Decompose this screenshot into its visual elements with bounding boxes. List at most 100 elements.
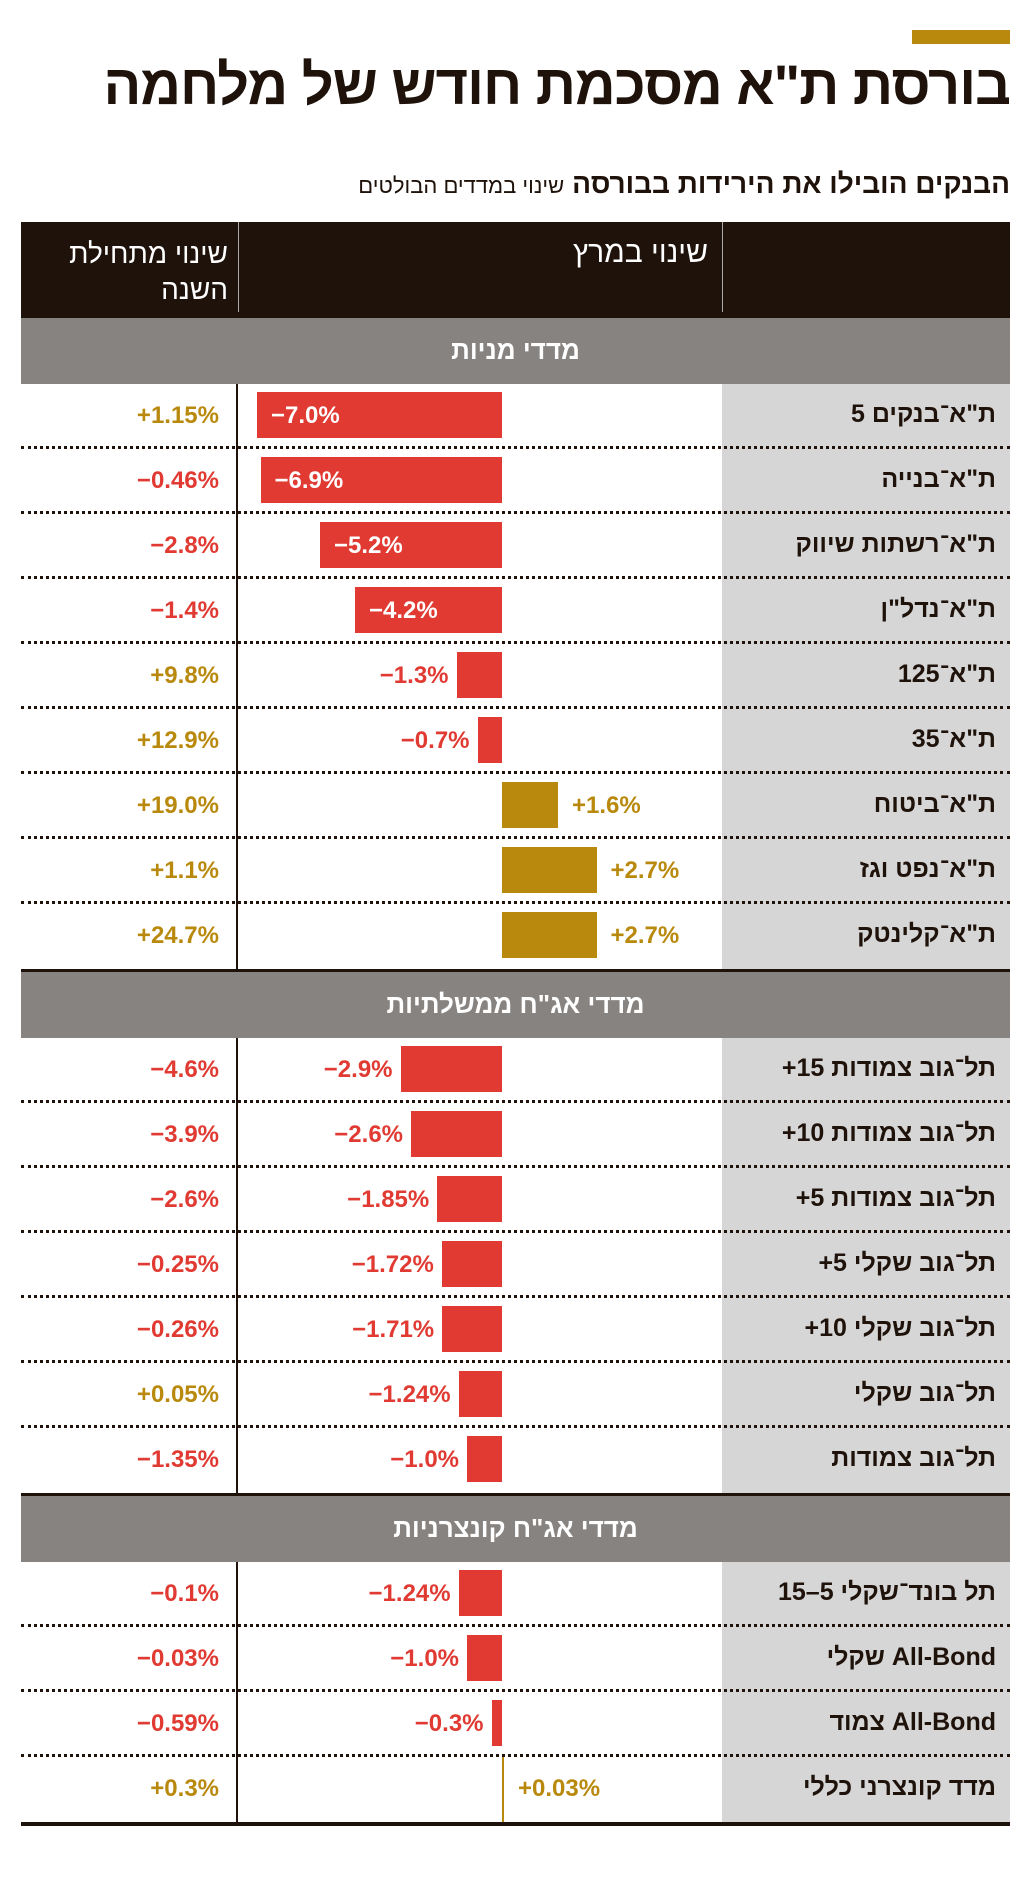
bar xyxy=(467,1436,502,1482)
row-label: ת"א־125 xyxy=(897,660,996,688)
bar xyxy=(355,587,502,633)
row-label: ת"א־35 xyxy=(911,725,996,753)
bar-label: +1.6% xyxy=(572,792,641,819)
row-label-cell: תל־גוב שקלי 5+ xyxy=(722,1233,1010,1298)
row-label: תל־גוב שקלי xyxy=(853,1379,996,1407)
table-row: תל־גוב צמודות 5+ −1.85% −2.6% xyxy=(21,1168,1010,1233)
bar xyxy=(411,1111,502,1157)
subtitle-note: שינוי במדדים הבולטים xyxy=(358,173,565,198)
section-divider xyxy=(21,1493,1010,1496)
bar xyxy=(456,652,502,698)
row-label: ת"א־רשתות שיווק xyxy=(795,530,996,558)
bar-label: +0.03% xyxy=(518,1775,601,1802)
row-separator xyxy=(21,1689,1010,1692)
section-header: מדדי אג"ח ממשלתיות xyxy=(21,972,1010,1038)
bar xyxy=(502,847,597,893)
column-divider xyxy=(236,1562,238,1627)
column-divider xyxy=(236,1168,238,1233)
row-separator xyxy=(21,1230,1010,1233)
row-separator xyxy=(21,836,1010,839)
bar xyxy=(441,1241,502,1287)
column-divider xyxy=(236,514,238,579)
table-row: תל בונד־שקלי 5–15 −1.24% −0.1% xyxy=(21,1562,1010,1627)
row-separator xyxy=(21,1295,1010,1298)
table-row: ת"א־125 −1.3% +9.8% xyxy=(21,644,1010,709)
table-row: ת"א־רשתות שיווק −5.2% −2.8% xyxy=(21,514,1010,579)
table-row: תל־גוב צמודות 10+ −2.6% −3.9% xyxy=(21,1103,1010,1168)
row-separator xyxy=(21,1425,1010,1428)
column-divider xyxy=(236,579,238,644)
bar xyxy=(502,782,558,828)
column-divider xyxy=(236,644,238,709)
row-label: ת"א־בנייה xyxy=(881,465,996,493)
table-body: מדדי מניות ת"א־בנקים 5 −7.0% +1.15% ת"א־ב… xyxy=(21,318,1010,1822)
row-label: תל־גוב צמודות 10+ xyxy=(781,1119,996,1147)
table-row: All-Bond צמוד −0.3% −0.59% xyxy=(21,1692,1010,1757)
bar xyxy=(458,1570,502,1616)
bar-label: −6.9% xyxy=(274,467,344,494)
column-divider xyxy=(236,904,238,969)
table-bottom-rule xyxy=(21,1822,1010,1826)
column-divider xyxy=(236,1428,238,1493)
column-divider xyxy=(236,384,238,449)
row-separator xyxy=(21,901,1010,904)
ytd-value: −1.35% xyxy=(136,1446,219,1473)
table-row: All-Bond שקלי −1.0% −0.03% xyxy=(21,1627,1010,1692)
column-divider xyxy=(236,1038,238,1103)
column-divider xyxy=(236,1233,238,1298)
table-row: ת"א־נדל"ן −4.2% −1.4% xyxy=(21,579,1010,644)
bar-label: −1.3% xyxy=(379,662,449,689)
table-row: תל־גוב צמודות 15+ −2.9% −4.6% xyxy=(21,1038,1010,1103)
bar xyxy=(491,1700,502,1746)
table-row: תל־גוב שקלי 10+ −1.71% −0.26% xyxy=(21,1298,1010,1363)
ytd-value: +0.3% xyxy=(150,1775,219,1802)
table-row: ת"א־ביטוח +1.6% +19.0% xyxy=(21,774,1010,839)
ytd-value: +24.7% xyxy=(136,922,219,949)
row-label-cell: ת"א־125 xyxy=(722,644,1010,709)
row-label: All-Bond שקלי xyxy=(826,1643,996,1671)
table-row: תל־גוב שקלי −1.24% +0.05% xyxy=(21,1363,1010,1428)
table-row: ת"א־נפט וגז +2.7% +1.1% xyxy=(21,839,1010,904)
section-header: מדדי מניות xyxy=(21,318,1010,384)
column-divider xyxy=(236,1692,238,1757)
row-label: All-Bond צמוד xyxy=(829,1708,996,1736)
row-label: תל בונד־שקלי 5–15 xyxy=(777,1578,996,1606)
table-row: ת"א־בנקים 5 −7.0% +1.15% xyxy=(21,384,1010,449)
row-label-cell: מדד קונצרני כללי xyxy=(722,1757,1010,1822)
row-label: מדד קונצרני כללי xyxy=(803,1773,996,1801)
bar xyxy=(260,457,502,503)
row-label-cell: תל־גוב צמודות 10+ xyxy=(722,1103,1010,1168)
row-label-cell: All-Bond צמוד xyxy=(722,1692,1010,1757)
table-row: ת"א־קלינטק +2.7% +24.7% xyxy=(21,904,1010,969)
page-title: בורסת ת"א מסכמת חודש של מלחמה xyxy=(103,53,1011,116)
ytd-value: −0.26% xyxy=(136,1316,219,1343)
table-header: שינוי במרץ שינוי מתחילת השנה xyxy=(21,222,1010,318)
row-label-cell: ת"א־ביטוח xyxy=(722,774,1010,839)
ytd-value: +1.1% xyxy=(150,857,219,884)
table-row: ת"א־35 −0.7% +12.9% xyxy=(21,709,1010,774)
bar-label: +2.7% xyxy=(610,922,680,949)
ytd-value: −4.6% xyxy=(150,1056,219,1083)
column-divider xyxy=(236,1757,238,1822)
section-header: מדדי אג"ח קונצרניות xyxy=(21,1496,1010,1562)
row-label: תל־גוב צמודות 5+ xyxy=(795,1184,996,1212)
bar-label: −2.6% xyxy=(334,1121,403,1148)
bar-label: −1.24% xyxy=(368,1580,451,1607)
row-label: תל־גוב צמודות xyxy=(831,1444,996,1472)
row-separator xyxy=(21,576,1010,579)
ytd-value: +9.8% xyxy=(150,662,219,689)
header-month-column: שינוי במרץ xyxy=(238,222,723,312)
row-label-cell: ת"א־נפט וגז xyxy=(722,839,1010,904)
bar-label: −2.9% xyxy=(323,1056,393,1083)
row-label-cell: תל־גוב צמודות xyxy=(722,1428,1010,1493)
bar-label: −0.7% xyxy=(400,727,470,754)
row-label-cell: All-Bond שקלי xyxy=(722,1627,1010,1692)
column-divider xyxy=(236,1298,238,1363)
table-row: מדד קונצרני כללי +0.03% +0.3% xyxy=(21,1757,1010,1822)
column-divider xyxy=(236,1103,238,1168)
row-label: תל־גוב שקלי 5+ xyxy=(818,1249,996,1277)
row-label-cell: ת"א־בנייה xyxy=(722,449,1010,514)
bar xyxy=(320,522,502,568)
column-divider xyxy=(236,449,238,514)
bar xyxy=(437,1176,502,1222)
